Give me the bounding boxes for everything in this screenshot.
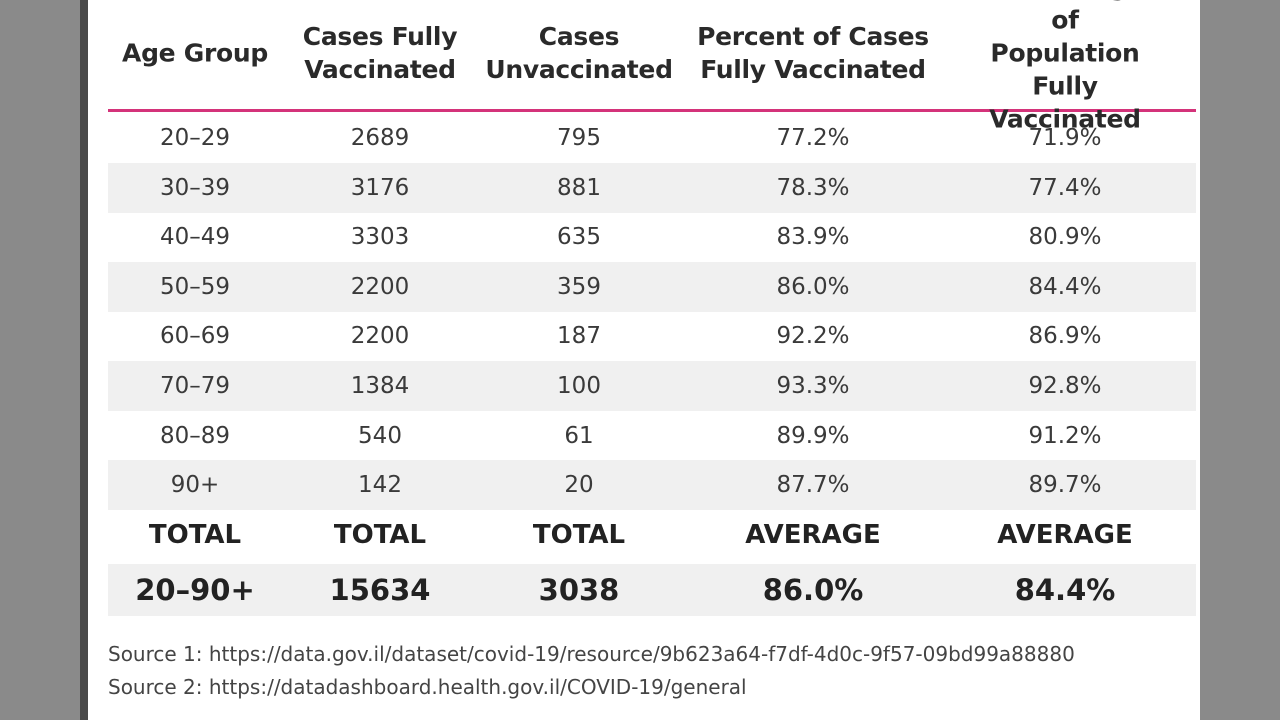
source: Source 1: https://data.gov.il/dataset/co… <box>108 642 1075 666</box>
table-cell: 78.3% <box>776 174 850 201</box>
table-cell: 70–79 <box>159 373 231 399</box>
table-cell: 80–89 <box>159 422 231 449</box>
row-stripe <box>108 361 1196 411</box>
table-cell: 2200 <box>350 323 410 350</box>
summary-value: 3038 <box>538 573 620 607</box>
summary-value: 86.0% <box>762 573 864 607</box>
column-header: Cases Fully Vaccinated <box>302 22 458 84</box>
row-stripe <box>108 564 1196 616</box>
row-stripe <box>108 261 1196 312</box>
summary-value: 84.4% <box>1014 573 1116 607</box>
table-cell: 540 <box>358 422 402 449</box>
table-cell: 71.9% <box>1028 125 1102 151</box>
table-cell: 1384 <box>350 373 410 399</box>
table-cell: 2200 <box>350 273 410 300</box>
table-cell: 92.2% <box>776 323 850 350</box>
table-cell: 20–29 <box>159 125 231 151</box>
table-cell: 3176 <box>350 174 410 201</box>
table-cell: 795 <box>557 125 601 151</box>
table-cell: 60–69 <box>159 323 231 350</box>
table-cell: 187 <box>557 323 601 350</box>
table-cell: 2689 <box>350 125 410 151</box>
table-cell: 83.9% <box>776 224 850 251</box>
summary-label: AVERAGE <box>997 520 1133 550</box>
table-cell: 50–59 <box>159 273 231 300</box>
column-header: Percent of Cases Fully Vaccinated <box>697 22 929 84</box>
table-panel: Source 1: https://data.gov.il/dataset/co… <box>80 0 1200 720</box>
table-cell: 92.8% <box>1028 373 1102 399</box>
column-header: Age Group <box>122 38 268 68</box>
table-cell: 87.7% <box>776 472 850 499</box>
summary-label: TOTAL <box>532 520 626 550</box>
table-cell: 80.9% <box>1028 224 1102 251</box>
row-stripe <box>108 460 1196 511</box>
table-cell: 93.3% <box>776 373 850 399</box>
table-cell: 881 <box>557 174 601 201</box>
table-cell: 91.2% <box>1028 422 1102 449</box>
summary-value: 15634 <box>329 573 431 607</box>
table-cell: 86.9% <box>1028 323 1102 350</box>
table-cell: 100 <box>557 373 601 399</box>
table-cell: 3303 <box>350 224 410 251</box>
summary-label: TOTAL <box>333 520 427 550</box>
table-cell: 89.7% <box>1028 472 1102 499</box>
summary-value: 20–90+ <box>135 573 255 607</box>
summary-label: TOTAL <box>148 520 242 550</box>
source: Source 2: https://datadashboard.health.g… <box>108 675 747 699</box>
table-cell: 635 <box>557 224 601 251</box>
header-rule <box>108 109 1196 112</box>
table-cell: 61 <box>564 422 594 449</box>
table-cell: 30–39 <box>159 174 231 201</box>
table-cell: 142 <box>358 472 402 499</box>
table-cell: 90+ <box>170 472 220 499</box>
summary-label: AVERAGE <box>745 520 881 550</box>
column-header: Cases Unvaccinated <box>485 22 673 84</box>
row-stripe <box>108 162 1196 213</box>
table-cell: 77.2% <box>776 125 850 151</box>
table-cell: 89.9% <box>776 422 850 449</box>
table-cell: 84.4% <box>1028 273 1102 300</box>
table-cell: 359 <box>557 273 601 300</box>
table-cell: 20 <box>564 472 594 499</box>
table-cell: 40–49 <box>159 224 231 251</box>
table-cell: 77.4% <box>1028 174 1102 201</box>
table-cell: 86.0% <box>776 273 850 300</box>
column-header: Percentage of Population Fully Vaccinate… <box>986 0 1144 134</box>
